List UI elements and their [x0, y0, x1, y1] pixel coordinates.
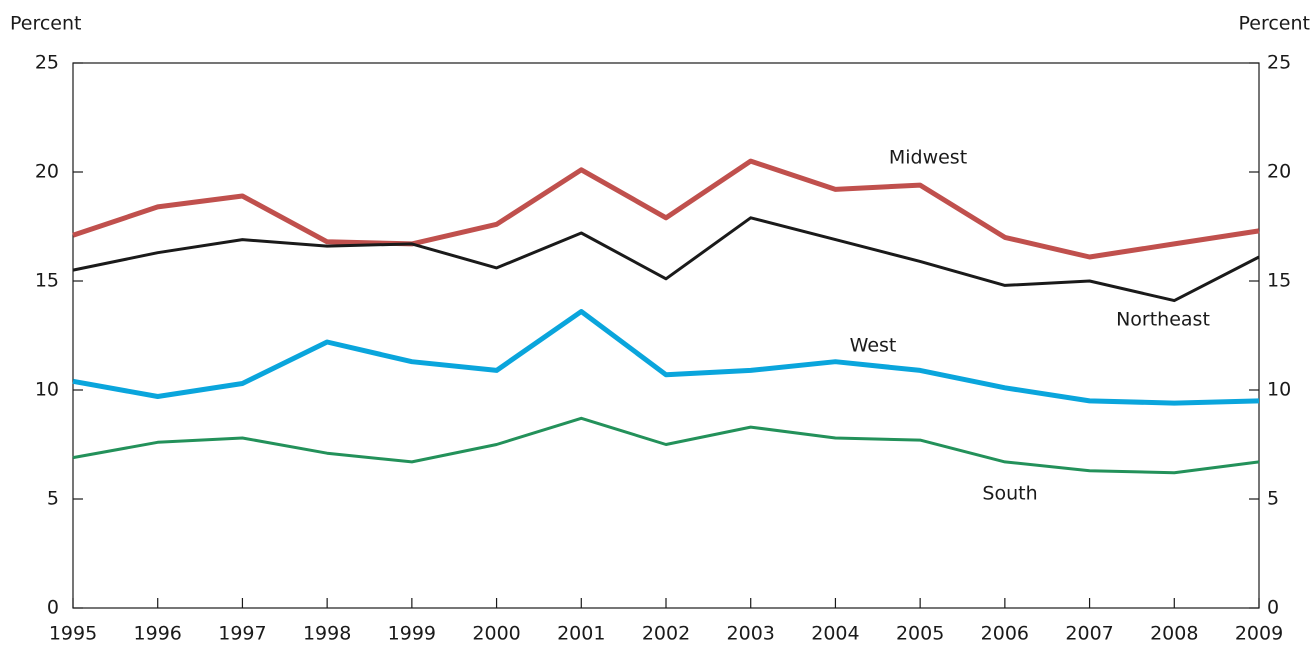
series-label: Northeast	[1116, 309, 1210, 331]
y2-tick-label: 25	[1267, 52, 1291, 74]
y-tick-label: 20	[35, 161, 59, 183]
y2-tick-label: 10	[1267, 379, 1291, 401]
x-tick-label: 2000	[472, 623, 520, 645]
x-tick-label: 2009	[1235, 623, 1283, 645]
x-tick-label: 2004	[811, 623, 859, 645]
x-tick-label: 1998	[303, 623, 351, 645]
series-line	[72, 216, 1260, 303]
x-tick-label: 1997	[218, 623, 266, 645]
x-tick-label: 2006	[981, 623, 1029, 645]
series-label: West	[850, 335, 897, 357]
y-tick-label: 25	[35, 52, 59, 74]
series-label: Midwest	[889, 147, 967, 169]
x-tick-label: 2001	[557, 623, 605, 645]
y-axis-label: Percent	[10, 13, 82, 35]
x-tick-label: 1996	[134, 623, 182, 645]
x-tick-label: 2005	[896, 623, 944, 645]
series-line	[72, 416, 1260, 475]
x-tick-label: 2007	[1065, 623, 1113, 645]
series-line	[72, 158, 1260, 260]
y-tick-label: 15	[35, 270, 59, 292]
x-tick-label: 1995	[49, 623, 97, 645]
x-tick-label: 2003	[727, 623, 775, 645]
y2-tick-label: 0	[1267, 597, 1279, 619]
y2-tick-label: 15	[1267, 270, 1291, 292]
y-tick-label: 5	[47, 488, 59, 510]
y2-tick-label: 5	[1267, 488, 1279, 510]
x-tick-label: 2002	[642, 623, 690, 645]
plot-frame	[72, 62, 1260, 609]
y2-tick-label: 20	[1267, 161, 1291, 183]
y-tick-label: 0	[47, 597, 59, 619]
x-tick-label: 1999	[388, 623, 436, 645]
series-label: South	[982, 483, 1037, 505]
x-tick-label: 2008	[1150, 623, 1198, 645]
y2-axis-label: Percent	[1239, 13, 1311, 35]
series-line	[72, 309, 1260, 406]
y-tick-label: 10	[35, 379, 59, 401]
